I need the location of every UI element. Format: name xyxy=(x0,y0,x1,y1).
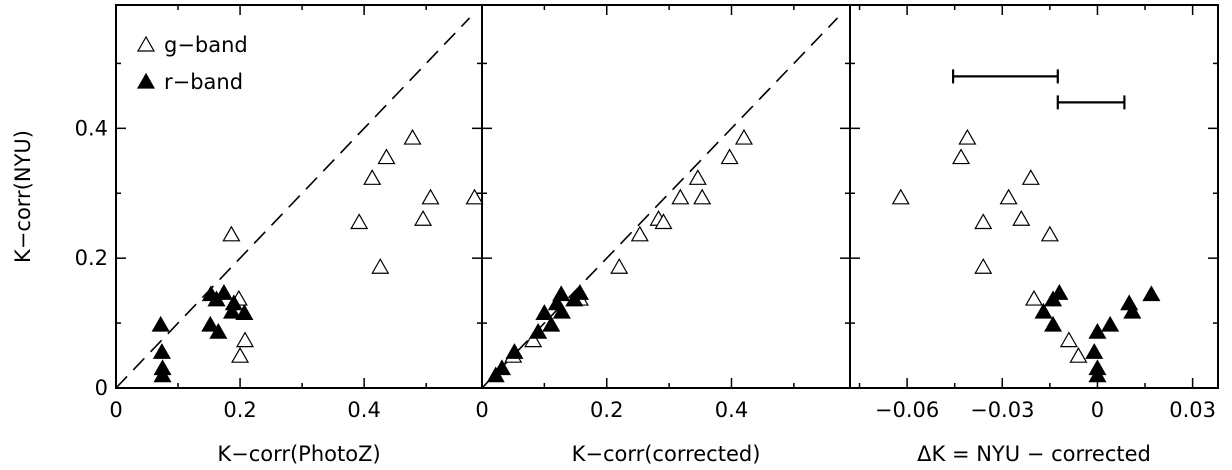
middle-panel-r-band-point xyxy=(552,302,571,319)
legend-label-g-band: g−band xyxy=(164,33,248,57)
left-panel-g-band-point xyxy=(235,331,255,348)
left-panel-g-band-point xyxy=(377,148,396,165)
left-panel-reference-line xyxy=(115,17,471,389)
middle-panel-xtick-label: 0.4 xyxy=(715,398,748,422)
middle-panel-r-band-point xyxy=(565,290,584,307)
left-panel-r-band-point xyxy=(151,315,170,332)
legend-marker-r-band xyxy=(136,72,156,89)
marks-layer xyxy=(115,17,1161,389)
right-panel-r-band-point xyxy=(1044,290,1063,307)
right-panel-g-band-point xyxy=(891,188,910,205)
middle-panel-g-band-point xyxy=(610,258,629,274)
right-panel-xlabel: ΔK = NYU − corrected xyxy=(917,442,1151,466)
middle-panel-r-band-point xyxy=(542,315,561,332)
right-panel-g-band-point xyxy=(974,213,993,230)
left-panel-xlabel: K−corr(PhotoZ) xyxy=(217,442,380,466)
right-panel-g-band-point xyxy=(1040,225,1059,242)
right-panel-g-band-point xyxy=(952,148,971,165)
left-panel-g-band-point xyxy=(403,128,422,145)
right-panel-g-band-point xyxy=(958,128,977,145)
left-panel-xtick-label: 0.2 xyxy=(223,398,256,422)
left-panel-r-band-point xyxy=(222,302,242,319)
right-panel-r-band-point xyxy=(1088,366,1107,383)
left-panel-ytick-label: 0 xyxy=(95,376,108,400)
legend-marker-g-band xyxy=(136,35,156,52)
left-panel-r-band-point xyxy=(201,315,220,332)
right-panel-g-band-point xyxy=(1012,210,1031,226)
left-panel-g-band-point xyxy=(421,188,440,205)
right-panel-xtick-label: −0.06 xyxy=(875,398,939,422)
left-panel-xtick-label: 0.4 xyxy=(347,398,380,422)
middle-panel-xtick-label: 0.2 xyxy=(590,398,623,422)
middle-panel-reference-line xyxy=(481,17,839,389)
middle-panel-g-band-point xyxy=(630,225,649,242)
left-panel-g-band-point xyxy=(465,188,484,205)
left-panel-g-band-point xyxy=(363,169,382,185)
right-panel-g-band-point xyxy=(1021,169,1040,185)
right-panel-xtick-label: 0.03 xyxy=(1169,398,1216,422)
left-panel-r-band-point xyxy=(214,284,233,300)
left-panel-g-band-point xyxy=(414,210,433,226)
right-panel-g-band-point xyxy=(1059,331,1078,348)
left-panel-ytick-label: 0.4 xyxy=(75,116,108,140)
left-panel-g-band-point xyxy=(231,346,250,363)
right-panel-xtick-label: −0.03 xyxy=(970,398,1034,422)
middle-panel-g-band-point xyxy=(688,169,707,185)
middle-panel-r-band-point xyxy=(505,343,524,359)
middle-panel-g-band-point xyxy=(654,213,673,230)
left-panel-r-band-point xyxy=(152,343,171,359)
left-panel-g-band-point xyxy=(350,213,369,230)
left-panel-ylabel: K−corr(NYU) xyxy=(11,130,35,263)
right-panel-r-band-point xyxy=(1034,302,1053,319)
right-panel-frame xyxy=(849,4,1219,389)
right-panel-r-band-point xyxy=(1085,343,1104,359)
middle-panel-r-band-point xyxy=(486,366,505,383)
middle-panel-g-band-point xyxy=(720,148,739,165)
right-panel-r-band-point xyxy=(1044,315,1063,332)
left-panel-r-band-point xyxy=(235,304,254,320)
middle-panel-r-band-point xyxy=(529,322,548,339)
left-panel-r-band-point xyxy=(153,366,172,383)
right-panel-g-band-point xyxy=(1069,346,1088,363)
middle-panel-g-band-point xyxy=(671,188,690,205)
middle-panel-g-band-point xyxy=(693,188,712,205)
middle-panel-g-band-point xyxy=(734,128,754,145)
left-panel-g-band-point xyxy=(222,225,241,242)
left-panel-r-band-point xyxy=(209,322,228,339)
right-panel-r-band-point xyxy=(1142,285,1161,302)
middle-panel-r-band-point xyxy=(535,304,554,320)
legend-label-r-band: r−band xyxy=(164,70,243,94)
middle-panel-g-band-point xyxy=(524,331,543,348)
left-panel-ytick-label: 0.2 xyxy=(75,246,108,270)
right-panel-r-band-point xyxy=(1123,302,1142,319)
right-panel-xtick-label: 0 xyxy=(1091,398,1104,422)
left-panel-xtick-label: 0 xyxy=(109,398,122,422)
panels-layer xyxy=(115,4,1219,389)
middle-panel-xtick-label: 0 xyxy=(475,398,488,422)
labels-layer: 0 0.2 0.4 0 0.2 0.4 K−corr(PhotoZ) K−corr(NYU) g… xyxy=(11,33,1216,466)
left-panel-g-band-point xyxy=(371,258,390,274)
right-panel-g-band-point xyxy=(999,188,1018,205)
right-panel-r-band-point xyxy=(1101,315,1120,332)
middle-panel-xlabel: K−corr(corrected) xyxy=(572,442,761,466)
right-panel-g-band-point xyxy=(1024,289,1044,306)
right-panel-g-band-point xyxy=(974,258,993,274)
